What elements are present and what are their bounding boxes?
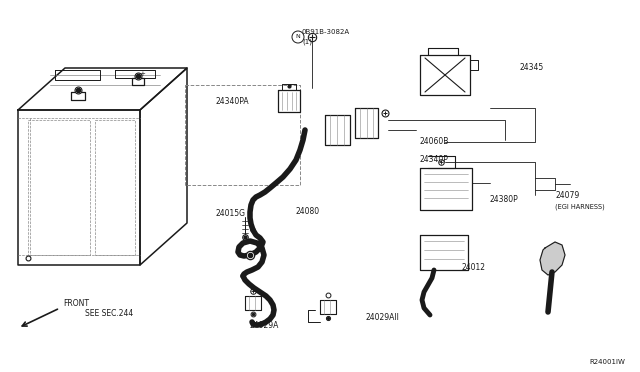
Polygon shape <box>540 242 565 275</box>
Text: 24012: 24012 <box>462 263 486 273</box>
Text: 24015G: 24015G <box>216 208 246 218</box>
Text: 24380P: 24380P <box>490 196 519 205</box>
Text: (EGI HARNESS): (EGI HARNESS) <box>555 204 605 210</box>
Text: SEE SEC.244: SEE SEC.244 <box>85 310 133 318</box>
Text: (1): (1) <box>302 39 312 45</box>
Text: 24080: 24080 <box>296 208 320 217</box>
Text: 0B91B-3082A: 0B91B-3082A <box>302 29 350 35</box>
Text: FRONT: FRONT <box>63 299 89 308</box>
Text: 24029AII: 24029AII <box>365 314 399 323</box>
Text: N: N <box>296 35 300 39</box>
Text: 24340P: 24340P <box>420 155 449 164</box>
Text: 24029A: 24029A <box>250 321 280 330</box>
Text: 24060B: 24060B <box>420 138 449 147</box>
Text: 24345: 24345 <box>520 64 544 73</box>
Text: 24079: 24079 <box>555 192 579 201</box>
Text: R24001IW: R24001IW <box>589 359 625 365</box>
Text: +: + <box>139 71 145 77</box>
Text: 24340PA: 24340PA <box>215 97 248 106</box>
